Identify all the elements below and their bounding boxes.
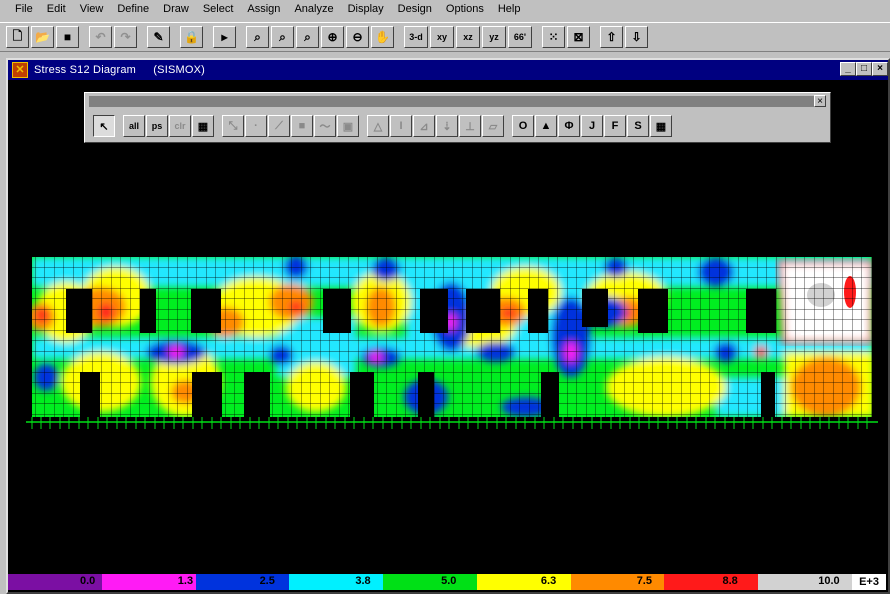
- main-toolbar: 🗋 📂 ■ ↶ ↷ ✎ 🔒 ▸ ⌕ ⌕ ⌕ ⊕ ⊖ ✋ 3-d xy xz yz…: [0, 22, 890, 52]
- save-icon[interactable]: ■: [56, 26, 79, 48]
- stress-contour-diagram[interactable]: [26, 257, 878, 432]
- assign-area-load-icon[interactable]: ▱: [482, 115, 504, 137]
- select-all-button[interactable]: all: [123, 115, 145, 137]
- window-titlebar[interactable]: ✕ Stress S12 Diagram (SISMOX) _ □ ×: [8, 60, 888, 80]
- legend-label: 1.3: [177, 575, 194, 587]
- legend-label: 6.3: [540, 575, 557, 587]
- pan-hand-icon[interactable]: ✋: [371, 26, 394, 48]
- close-button[interactable]: ×: [872, 62, 888, 76]
- menu-display[interactable]: Display: [347, 3, 384, 15]
- menu-edit[interactable]: Edit: [46, 3, 66, 15]
- legend-segment: 10.0: [758, 574, 853, 590]
- menu-design[interactable]: Design: [397, 3, 432, 15]
- stress-color-legend: 0.0 1.3 2.5 3.8 5.0 6.3 7.5 8.8 10.0 E+3: [8, 574, 887, 590]
- palette-drag-handle[interactable]: [89, 96, 826, 107]
- assign-section-icon[interactable]: I: [390, 115, 412, 137]
- draw-point-icon[interactable]: ·: [245, 115, 267, 137]
- clear-selection-button[interactable]: clr: [169, 115, 191, 137]
- draw-link-icon[interactable]: 〜: [314, 115, 336, 137]
- new-file-icon[interactable]: 🗋: [6, 26, 29, 48]
- zoom-in-icon[interactable]: ⊕: [321, 26, 344, 48]
- restore-button[interactable]: □: [856, 62, 872, 76]
- display-deformed-icon[interactable]: Φ: [558, 115, 580, 137]
- legend-segment: 5.0: [383, 574, 477, 590]
- display-undeformed-icon[interactable]: O: [512, 115, 534, 137]
- window-subtitle: (SISMOX): [153, 64, 206, 76]
- zoom-previous-icon[interactable]: ⌕: [296, 26, 319, 48]
- redo-icon[interactable]: ↷: [114, 26, 137, 48]
- display-joint-reactions-icon[interactable]: J: [581, 115, 603, 137]
- legend-exponent: E+3: [852, 574, 887, 590]
- menu-select[interactable]: Select: [202, 3, 234, 15]
- move-up-icon[interactable]: ⇧: [600, 26, 623, 48]
- assign-restraint-icon[interactable]: △: [367, 115, 389, 137]
- legend-label: 8.8: [722, 575, 738, 587]
- view-xy-button[interactable]: xy: [430, 26, 454, 48]
- lock-icon[interactable]: 🔒: [180, 26, 203, 48]
- legend-segment: 2.5: [195, 574, 290, 590]
- app-icon: ✕: [12, 62, 28, 78]
- undo-icon[interactable]: ↶: [89, 26, 112, 48]
- legend-label: 3.8: [355, 575, 371, 587]
- run-analysis-icon[interactable]: ▸: [213, 26, 236, 48]
- legend-segment: 1.3: [101, 574, 196, 590]
- move-down-icon[interactable]: ⇩: [625, 26, 648, 48]
- reshape-icon[interactable]: ⤡: [222, 115, 244, 137]
- menu-help[interactable]: Help: [497, 3, 521, 15]
- pencil-icon[interactable]: ✎: [147, 26, 170, 48]
- frame-icon[interactable]: ⊠: [567, 26, 590, 48]
- palette-close-button[interactable]: ×: [814, 95, 826, 107]
- floating-draw-palette: × ↖ all ps clr ▦ ⤡ · ⟋ ■ 〜 ▣ △ I ⊿ ⇣ ⊥ ▱…: [84, 92, 831, 143]
- menu-view[interactable]: View: [79, 3, 104, 15]
- display-frame-forces-icon[interactable]: F: [604, 115, 626, 137]
- menu-file[interactable]: File: [15, 3, 33, 15]
- view-3d-button[interactable]: 3-d: [404, 26, 428, 48]
- legend-label: 7.5: [636, 575, 652, 587]
- legend-segment: 3.8: [289, 574, 384, 590]
- menu-analyze[interactable]: Analyze: [294, 3, 334, 15]
- legend-segment: 6.3: [476, 574, 571, 590]
- menu-bar: File Edit View Define Draw Select Assign…: [0, 0, 890, 19]
- intersecting-line-icon[interactable]: ▦: [192, 115, 214, 137]
- legend-label: 10.0: [818, 575, 840, 587]
- perspective-toggle-button[interactable]: 66': [508, 26, 532, 48]
- zoom-restore-icon[interactable]: ⌕: [271, 26, 294, 48]
- legend-segment: 0.0: [8, 574, 102, 590]
- menu-assign[interactable]: Assign: [247, 3, 281, 15]
- object-shrink-icon[interactable]: ⁙: [542, 26, 565, 48]
- legend-label: 2.5: [259, 575, 275, 587]
- legend-label: 5.0: [441, 575, 457, 587]
- draw-frame-icon[interactable]: ⟋: [268, 115, 290, 137]
- draw-quad-icon[interactable]: ▣: [337, 115, 359, 137]
- open-folder-icon[interactable]: 📂: [31, 26, 54, 48]
- zoom-window-icon[interactable]: ⌕: [246, 26, 269, 48]
- view-yz-button[interactable]: yz: [482, 26, 506, 48]
- zoom-out-icon[interactable]: ⊖: [346, 26, 369, 48]
- assign-joint-load-icon[interactable]: ⇣: [436, 115, 458, 137]
- legend-segment: 8.8: [664, 574, 759, 590]
- display-loads-icon[interactable]: ▲: [535, 115, 557, 137]
- menu-draw[interactable]: Draw: [163, 3, 189, 15]
- draw-area-icon[interactable]: ■: [291, 115, 313, 137]
- display-shell-stresses-icon[interactable]: S: [627, 115, 649, 137]
- show-table-icon[interactable]: ▦: [650, 115, 672, 137]
- view-xz-button[interactable]: xz: [456, 26, 480, 48]
- legend-segment: 7.5: [570, 574, 665, 590]
- pointer-icon[interactable]: ↖: [93, 115, 115, 137]
- menu-define[interactable]: Define: [117, 3, 150, 15]
- minimize-button[interactable]: _: [840, 62, 856, 76]
- legend-label: 0.0: [80, 575, 96, 587]
- assign-area-section-icon[interactable]: ⊿: [413, 115, 435, 137]
- window-title: Stress S12 Diagram: [34, 64, 137, 76]
- menu-options[interactable]: Options: [445, 3, 484, 15]
- previous-selection-button[interactable]: ps: [146, 115, 168, 137]
- assign-frame-load-icon[interactable]: ⊥: [459, 115, 481, 137]
